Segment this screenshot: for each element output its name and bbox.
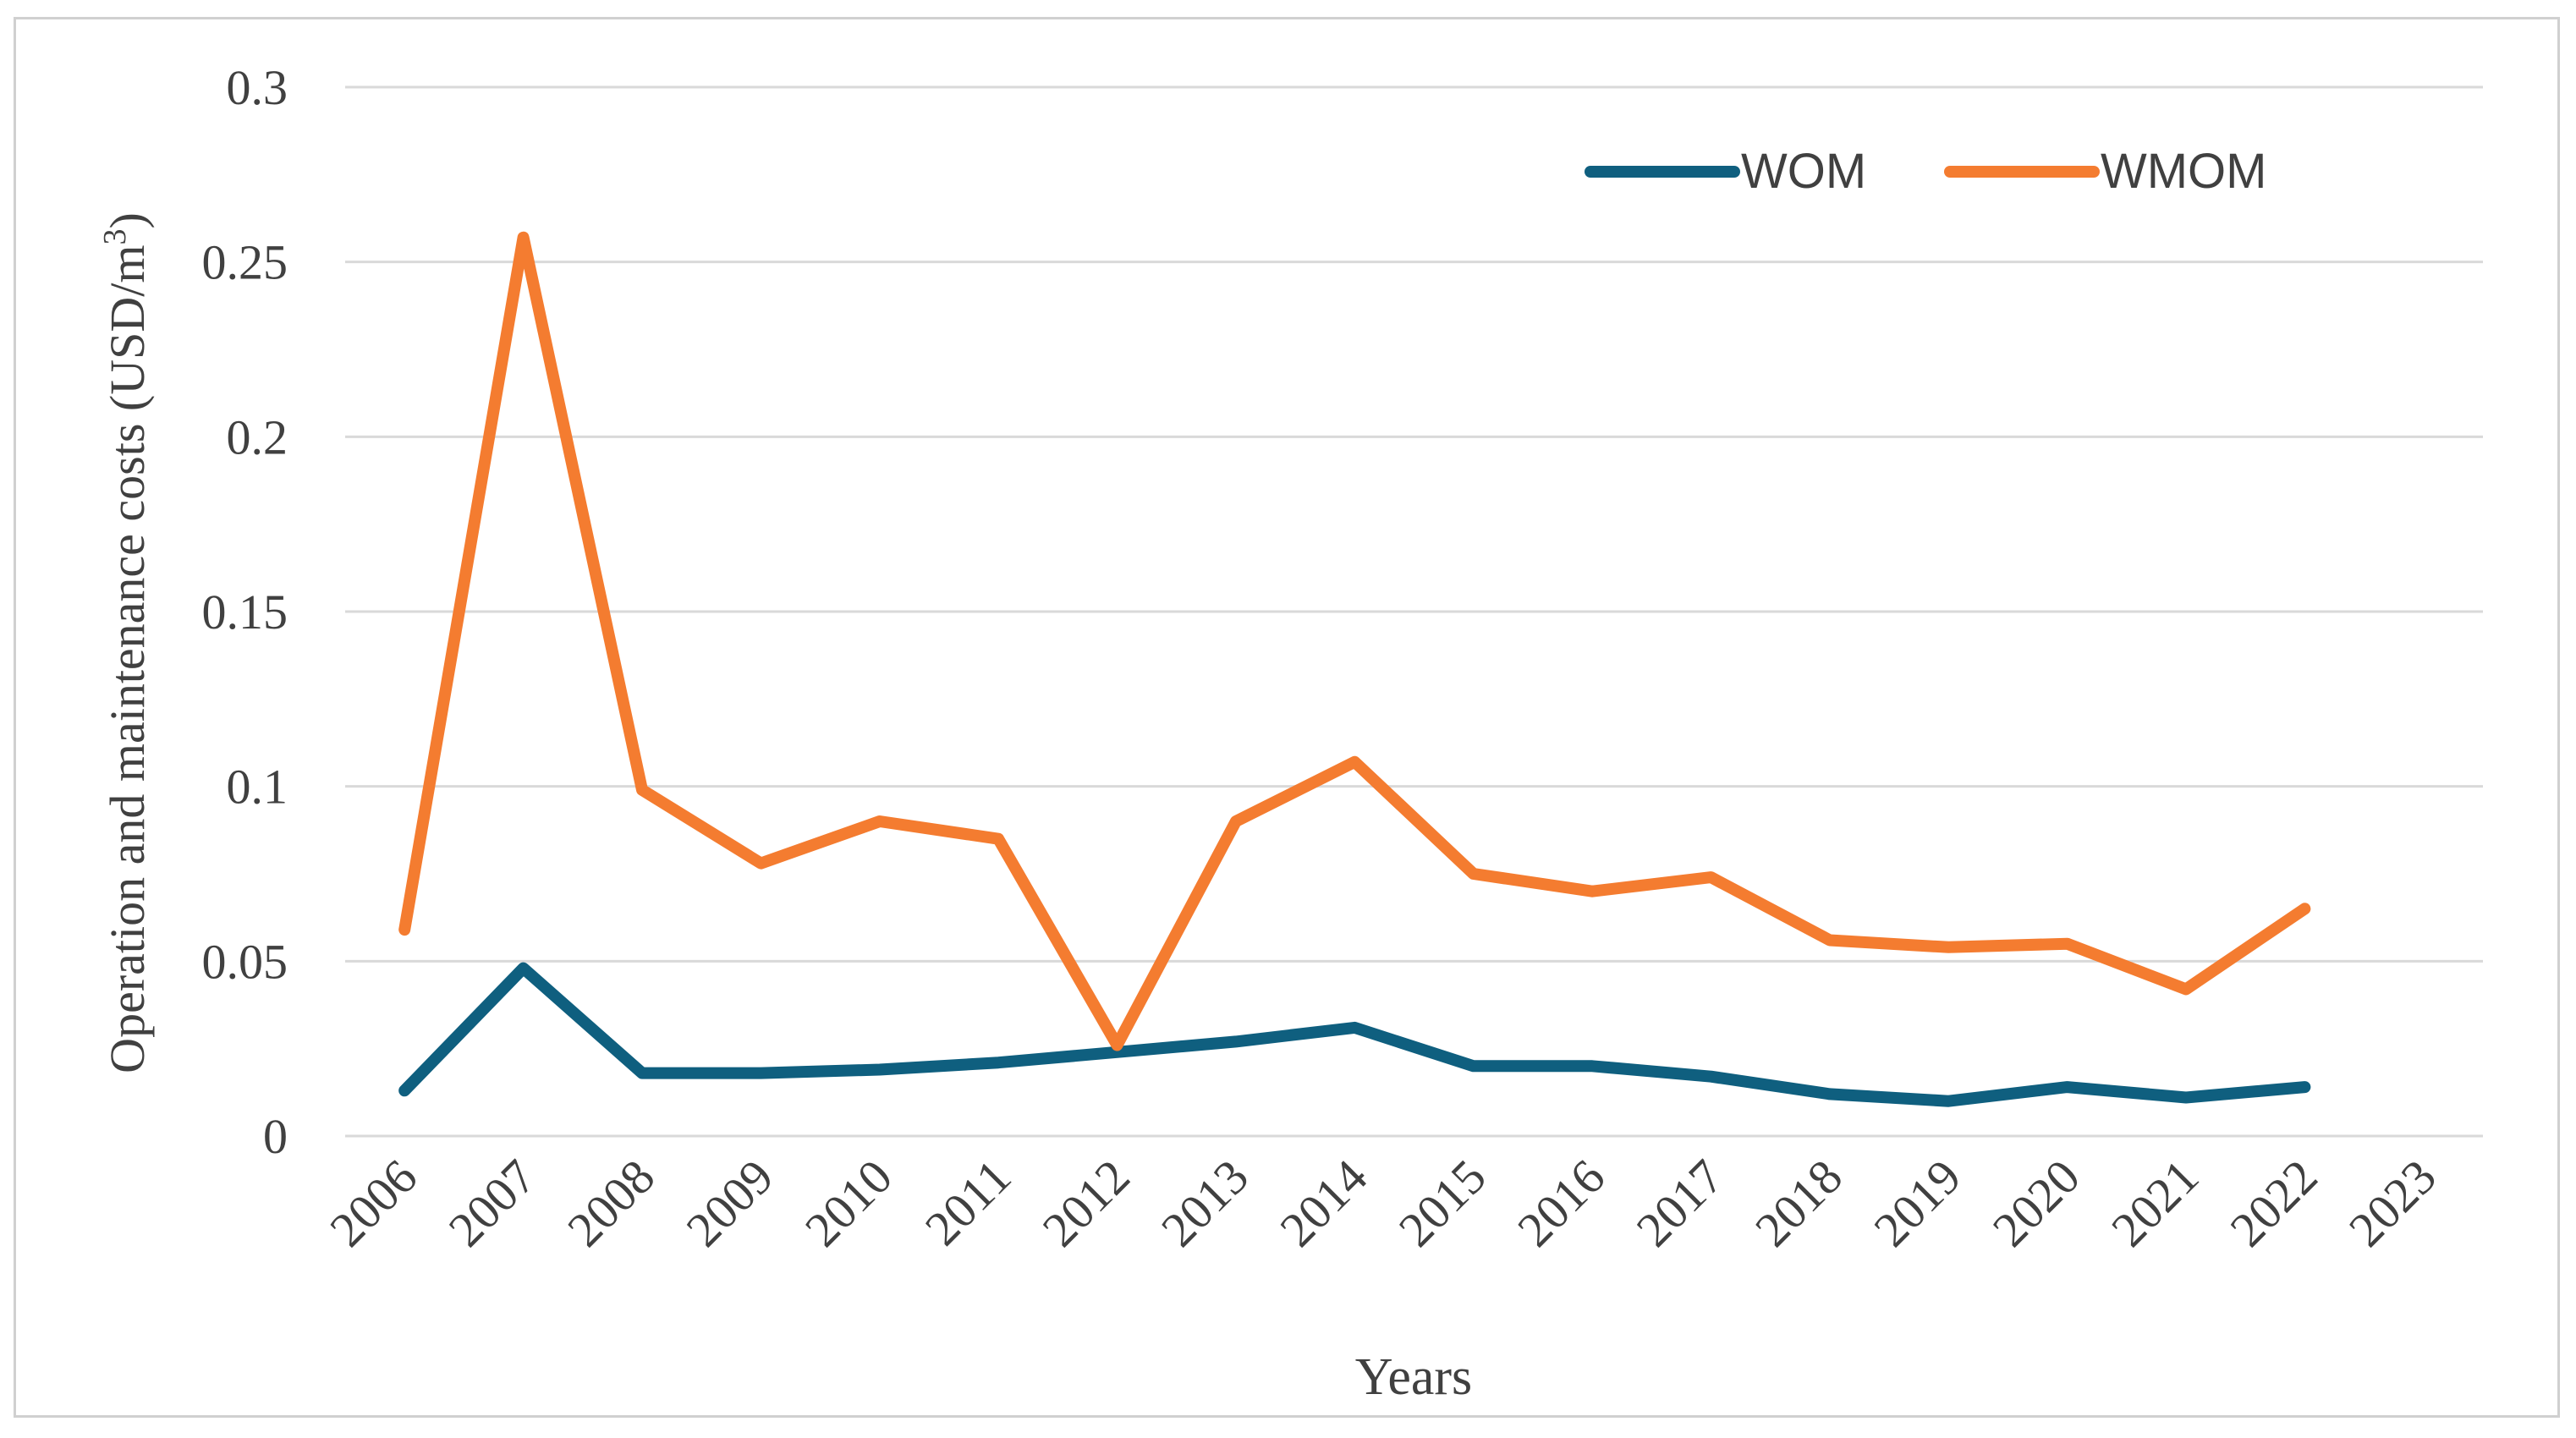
x-tick-label: 2012 (1032, 1149, 1140, 1257)
x-tick-label: 2007 (438, 1149, 547, 1257)
y-tick-label: 0.15 (202, 585, 288, 639)
y-tick-label: 0.2 (227, 409, 288, 464)
x-tick-label: 2023 (2338, 1149, 2447, 1257)
series-line-wmom (398, 231, 2311, 1051)
x-tick-label: 2009 (676, 1149, 784, 1257)
y-axis-ticks: 0 0.05 0.1 0.15 0.2 0.25 0.3 (202, 60, 288, 1164)
y-axis-title-superscript: 3 (97, 229, 133, 245)
y-tick-label: 0.25 (202, 235, 288, 290)
legend-label-wmom: WMOM (2101, 144, 2267, 199)
x-tick-label: 2021 (2101, 1149, 2209, 1257)
series-lines (398, 231, 2311, 1107)
y-tick-label: 0.3 (227, 60, 288, 115)
x-tick-label: 2013 (1151, 1149, 1259, 1257)
x-tick-label: 2010 (794, 1149, 903, 1257)
y-tick-label: 0.05 (202, 934, 288, 989)
y-tick-label: 0 (263, 1109, 288, 1164)
legend: WOM WMOM (1585, 144, 2267, 199)
legend-label-wom: WOM (1741, 144, 1866, 199)
x-tick-label: 2020 (1982, 1149, 2090, 1257)
x-tick-label: 2015 (1388, 1149, 1497, 1257)
y-axis-title: Operation and maintenance costs (USD/m3) (97, 212, 155, 1073)
x-tick-label: 2022 (2220, 1149, 2328, 1257)
y-axis-title-main: Operation and maintenance costs (USD/m (100, 245, 155, 1073)
series-line-wom (398, 962, 2311, 1107)
x-tick-label: 2008 (557, 1149, 665, 1257)
y-axis-title-end: ) (100, 212, 155, 228)
x-tick-label: 2011 (915, 1149, 1021, 1255)
x-axis-ticks: 2006 2007 2008 2009 2010 2011 2012 2013 2014 2015… (319, 1149, 2447, 1257)
x-tick-label: 2006 (319, 1149, 427, 1257)
x-tick-label: 2014 (1270, 1149, 1378, 1257)
x-tick-label: 2017 (1626, 1149, 1734, 1257)
x-tick-label: 2016 (1507, 1149, 1615, 1257)
x-tick-label: 2018 (1744, 1149, 1853, 1257)
x-tick-label: 2019 (1863, 1149, 1971, 1257)
x-axis-title: Years (1355, 1348, 1472, 1406)
y-tick-label: 0.1 (227, 760, 288, 815)
